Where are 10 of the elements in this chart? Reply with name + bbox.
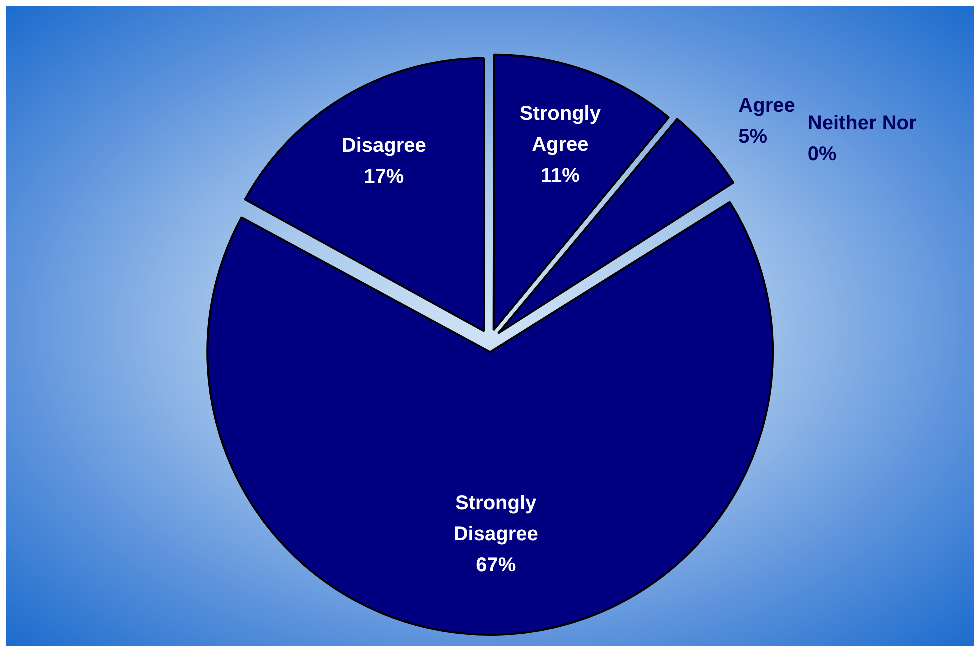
data-label: 5% bbox=[738, 126, 768, 148]
data-label: 17% bbox=[364, 166, 404, 188]
slice-label: Strongly Disagree bbox=[454, 492, 538, 546]
slice-label: Strongly Agree bbox=[520, 102, 602, 156]
category-label: Neither Nor bbox=[808, 112, 917, 134]
text: 0% bbox=[808, 143, 837, 166]
slice-label: Agree bbox=[738, 94, 796, 117]
slice-label: Disagree bbox=[342, 135, 426, 158]
data-label: 67% bbox=[476, 554, 516, 577]
data-label: 11% bbox=[540, 164, 580, 187]
